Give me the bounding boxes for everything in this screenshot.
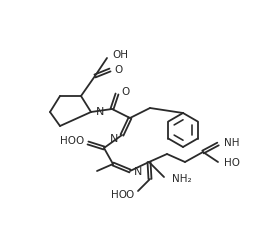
Text: OH: OH [112, 50, 128, 60]
Text: O: O [114, 65, 122, 75]
Text: HO: HO [224, 158, 240, 168]
Text: NH: NH [224, 138, 239, 148]
Text: N: N [134, 167, 142, 177]
Text: N: N [96, 107, 104, 117]
Text: O: O [126, 190, 134, 200]
Text: N: N [110, 134, 118, 144]
Text: NH₂: NH₂ [172, 174, 192, 184]
Text: HO: HO [111, 190, 127, 200]
Text: O: O [76, 136, 84, 146]
Text: O: O [121, 87, 129, 97]
Text: HO: HO [60, 136, 76, 146]
